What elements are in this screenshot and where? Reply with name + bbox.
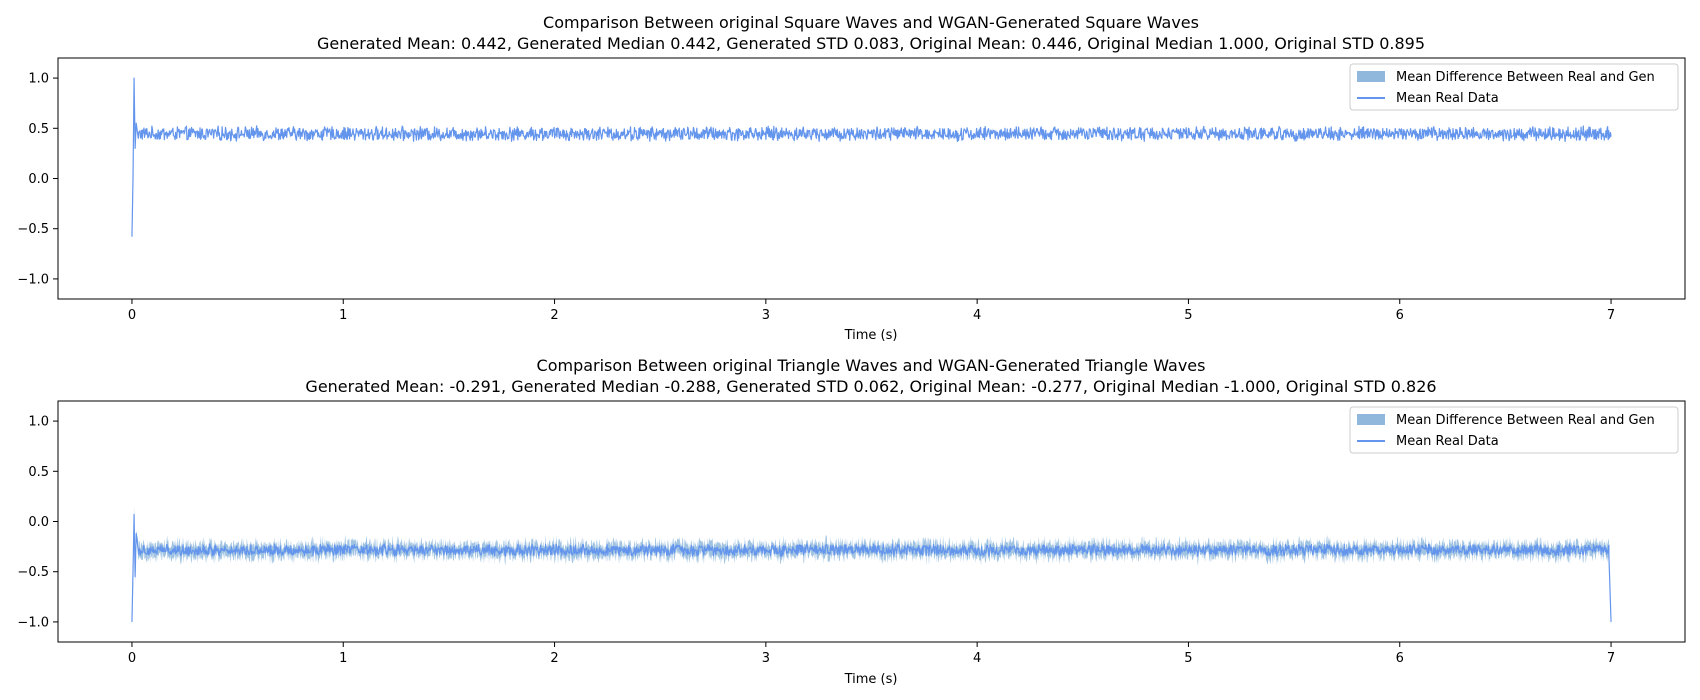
legend-swatch-band [1357, 71, 1385, 82]
legend-swatch-band [1357, 414, 1385, 425]
y-tick-label: 0.0 [28, 515, 49, 530]
x-tick-label: 3 [762, 308, 770, 323]
y-tick-label: 1.0 [28, 415, 49, 430]
x-tick-label: 5 [1184, 651, 1192, 666]
chart-panel-square: Comparison Between original Square Waves… [17, 13, 1686, 343]
legend-entry-line: Mean Real Data [1396, 91, 1499, 106]
legend-box [1349, 63, 1679, 111]
chart-title: Comparison Between original Square Waves… [543, 13, 1199, 32]
y-tick-label: −1.0 [17, 615, 49, 630]
x-tick-label: 6 [1396, 651, 1404, 666]
y-tick-label: 0.0 [28, 172, 49, 187]
x-tick-label: 6 [1396, 308, 1404, 323]
x-tick-label: 4 [973, 651, 981, 666]
x-axis-label: Time (s) [844, 328, 898, 343]
legend-entry-band: Mean Difference Between Real and Gen [1396, 70, 1655, 85]
x-tick-label: 5 [1184, 308, 1192, 323]
y-tick-label: −0.5 [17, 565, 49, 580]
legend-entry-line: Mean Real Data [1396, 434, 1499, 449]
y-tick-label: −1.0 [17, 272, 49, 287]
x-axis-ticks: 0 1 2 3 4 5 6 7 [128, 642, 1615, 666]
legend-box [1349, 406, 1679, 454]
x-axis-label: Time (s) [844, 672, 898, 687]
x-tick-label: 0 [128, 308, 136, 323]
legend: Mean Difference Between Real and Gen Mea… [1349, 406, 1679, 454]
y-axis-ticks: 1.0 0.5 0.0 −0.5 −1.0 [17, 72, 58, 287]
y-tick-label: 1.0 [28, 72, 49, 87]
y-tick-label: −0.5 [17, 222, 49, 237]
x-tick-label: 7 [1607, 651, 1615, 666]
x-tick-label: 7 [1607, 308, 1615, 323]
y-tick-label: 0.5 [28, 122, 49, 137]
series-line-mean-real-data [131, 77, 1612, 237]
x-tick-label: 3 [762, 651, 770, 666]
series-line-mean-real-data [131, 513, 1612, 622]
series-band-mean-difference [131, 505, 1612, 628]
plot-marks [131, 505, 1612, 628]
chart-title: Comparison Between original Triangle Wav… [537, 356, 1206, 375]
x-tick-label: 2 [550, 651, 558, 666]
chart-panel-triangle: Comparison Between original Triangle Wav… [17, 356, 1686, 687]
chart-subtitle: Generated Mean: 0.442, Generated Median … [317, 34, 1425, 53]
x-tick-label: 1 [339, 308, 347, 323]
x-tick-label: 0 [128, 651, 136, 666]
chart-subtitle: Generated Mean: -0.291, Generated Median… [305, 377, 1436, 396]
x-tick-label: 1 [339, 651, 347, 666]
x-tick-label: 4 [973, 308, 981, 323]
plot-marks [131, 77, 1612, 237]
legend-entry-band: Mean Difference Between Real and Gen [1396, 413, 1655, 428]
x-axis-ticks: 0 1 2 3 4 5 6 7 [128, 299, 1615, 323]
y-axis-ticks: 1.0 0.5 0.0 −0.5 −1.0 [17, 415, 58, 630]
y-tick-label: 0.5 [28, 465, 49, 480]
legend: Mean Difference Between Real and Gen Mea… [1349, 63, 1679, 111]
x-tick-label: 2 [550, 308, 558, 323]
